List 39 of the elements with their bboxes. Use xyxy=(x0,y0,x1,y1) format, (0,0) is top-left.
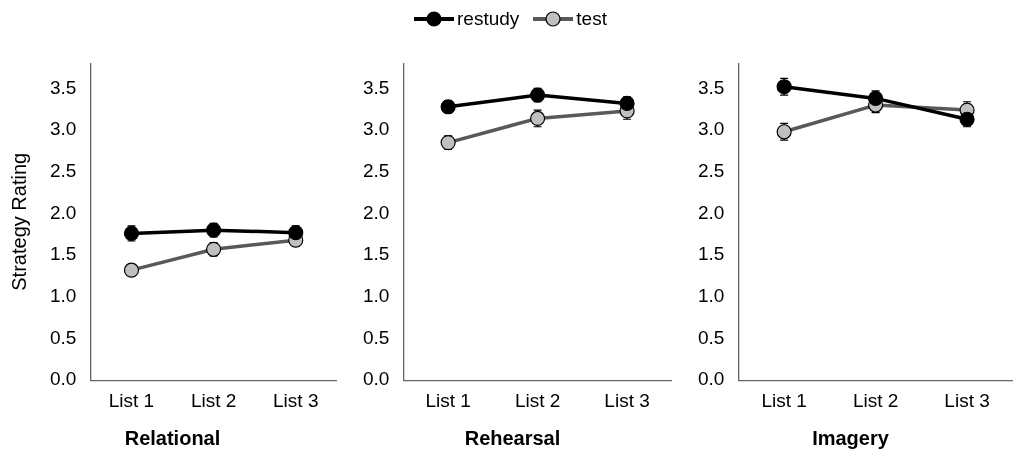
text: Relational xyxy=(124,427,221,450)
y-tick-label: 2.0 xyxy=(362,201,390,223)
y-tick-label: 0.5 xyxy=(49,326,77,348)
y-tick-label: 1.0 xyxy=(362,285,390,307)
x-tick-label: List 3 xyxy=(944,389,990,411)
y-tick-label: 0.5 xyxy=(697,326,725,348)
x-tick-label: List 1 xyxy=(425,389,471,411)
x-tick-label: List 3 xyxy=(273,389,319,411)
x-tick-label: List 1 xyxy=(761,389,807,411)
x-tick-label: List 1 xyxy=(108,389,155,411)
y-tick-label: 1.0 xyxy=(697,285,725,307)
y-tick-label: 2.0 xyxy=(697,201,725,223)
y-tick-label: 0.0 xyxy=(362,368,390,390)
y-tick-label: 3.5 xyxy=(362,76,390,98)
y-axis-title: Strategy Rating xyxy=(7,152,30,291)
text: Imagery xyxy=(812,427,889,450)
text: Rehearsal xyxy=(464,427,561,450)
y-tick-label: 1.5 xyxy=(49,243,77,265)
y-tick-label: 3.0 xyxy=(49,118,77,140)
y-tick-label: 3.0 xyxy=(697,118,725,140)
y-tick-label: 2.5 xyxy=(362,160,390,182)
y-tick-label: 0.0 xyxy=(697,368,725,390)
x-tick-label: List 3 xyxy=(604,389,650,411)
x-tick-label: List 2 xyxy=(514,389,561,411)
y-tick-label: 2.5 xyxy=(49,160,77,182)
y-tick-label: 0.5 xyxy=(362,326,390,348)
x-tick-label: List 2 xyxy=(190,389,237,411)
y-tick-label: 0.0 xyxy=(49,368,77,390)
legend-label: test xyxy=(576,8,607,30)
y-tick-label: 1.5 xyxy=(697,243,725,265)
legend-label: restudy xyxy=(457,8,520,30)
y-tick-label: 3.5 xyxy=(49,76,77,98)
x-tick-label: List 2 xyxy=(852,389,899,411)
y-tick-label: 1.0 xyxy=(49,285,77,307)
y-tick-label: 3.5 xyxy=(697,76,725,98)
y-tick-label: 2.0 xyxy=(49,201,77,223)
y-tick-label: 2.5 xyxy=(697,160,725,182)
y-tick-label: 3.0 xyxy=(362,118,390,140)
y-tick-label: 1.5 xyxy=(362,243,390,265)
